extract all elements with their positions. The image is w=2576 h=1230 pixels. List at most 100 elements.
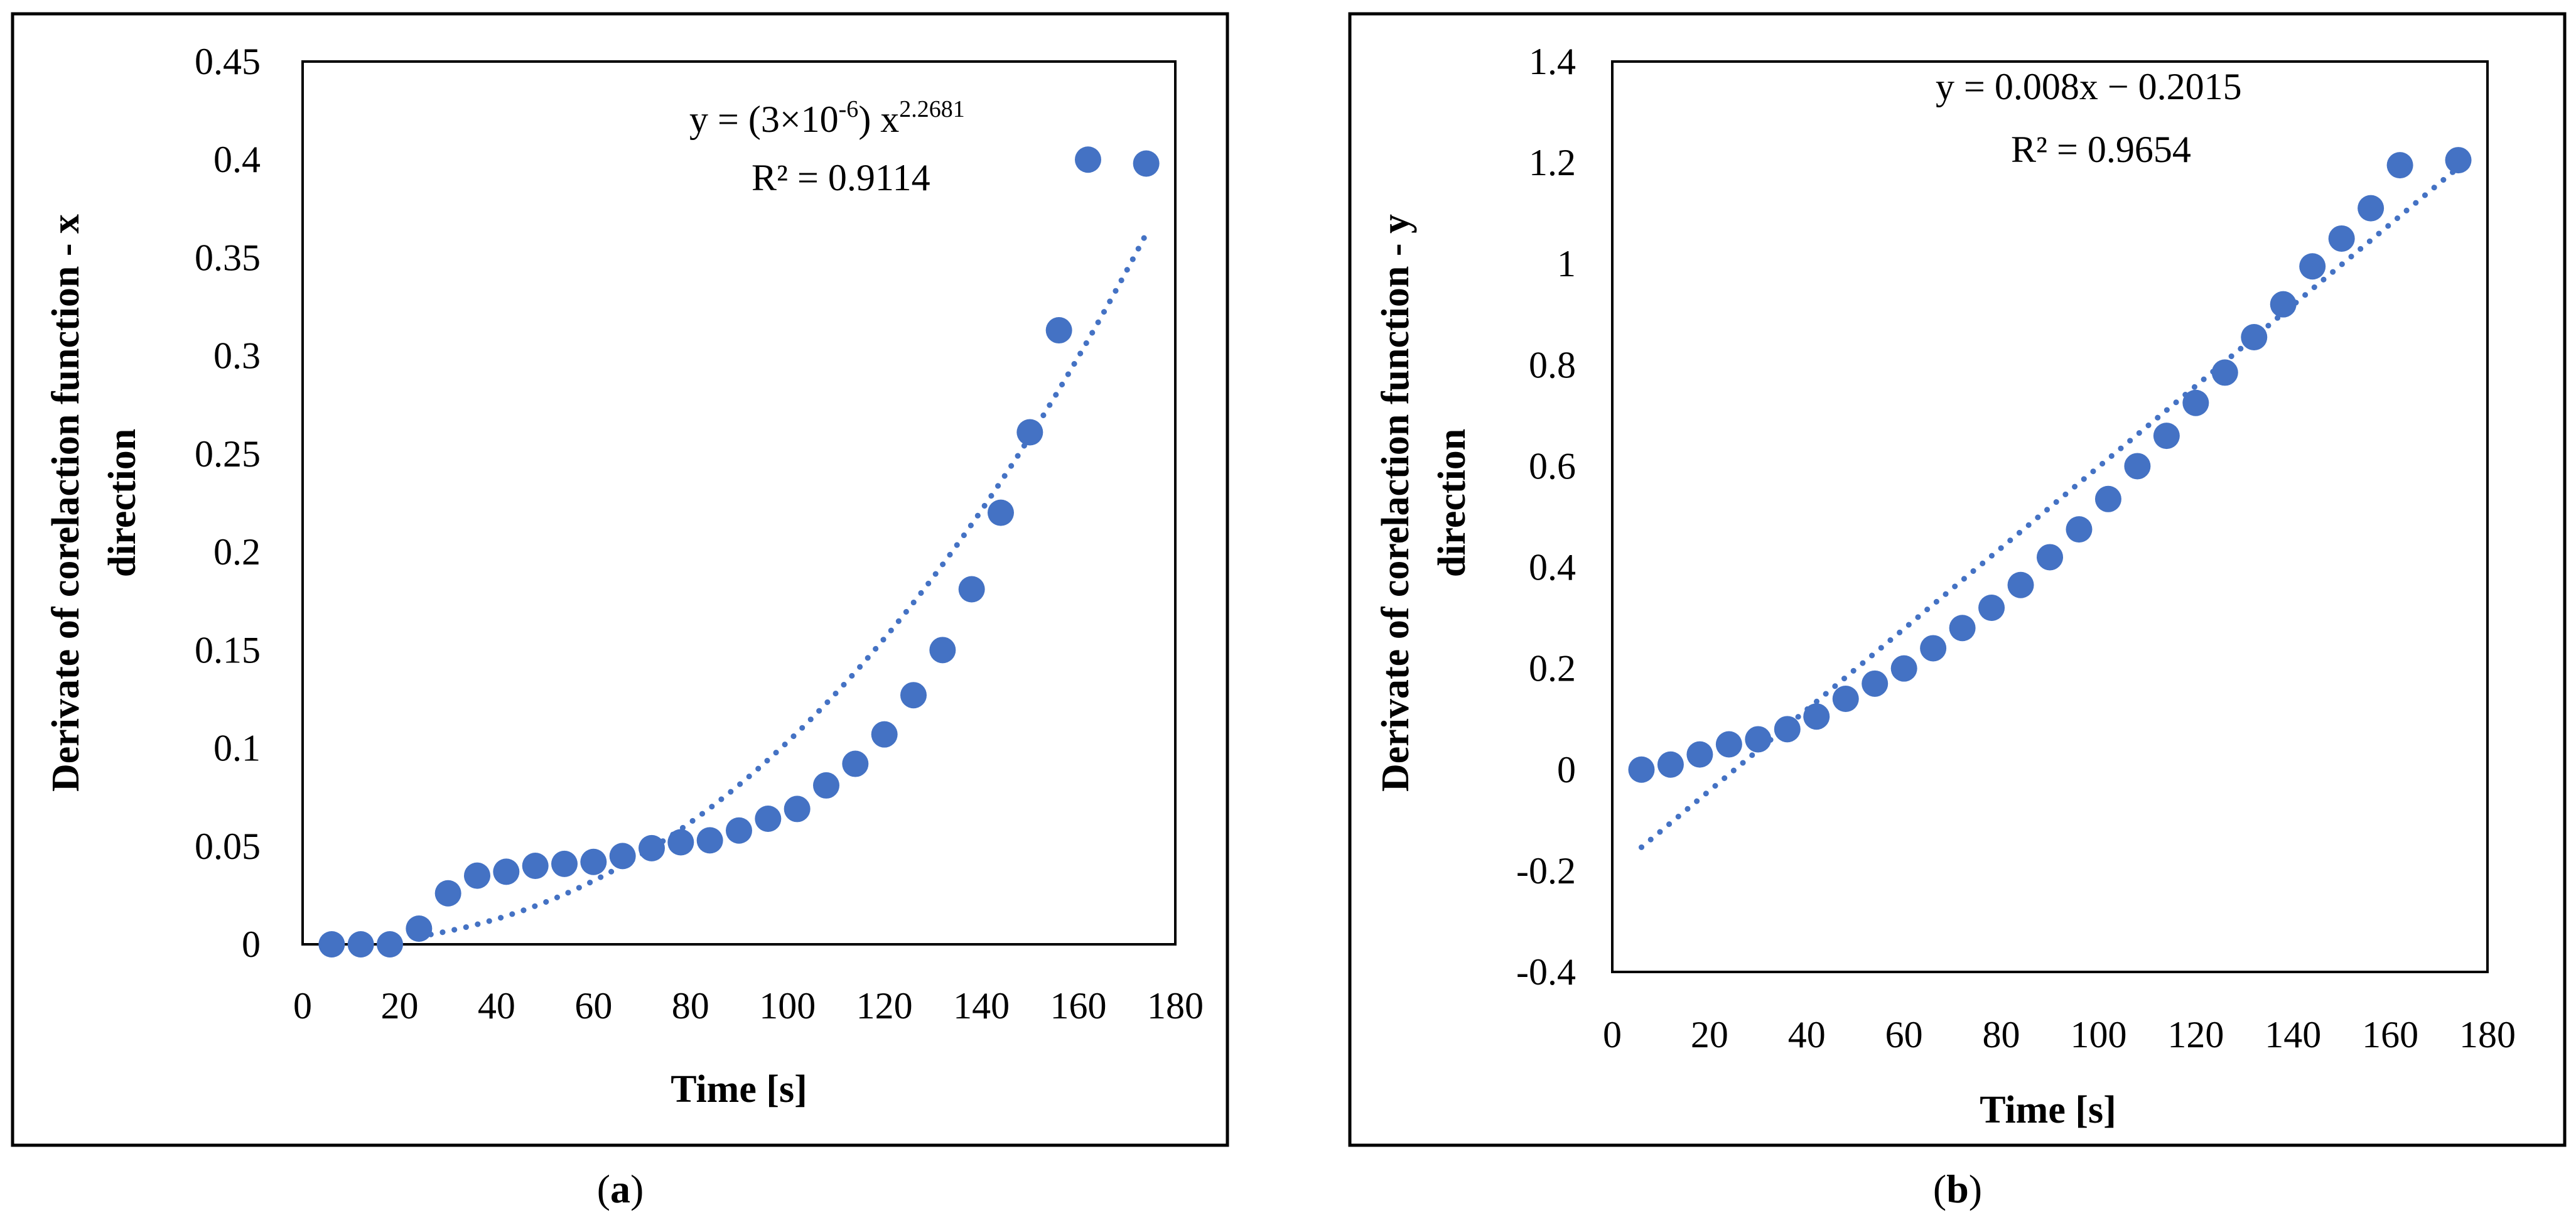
panel-a-plot-area	[301, 60, 1177, 946]
y-tick-label: 0	[1557, 749, 1576, 790]
data-point	[2241, 324, 2268, 351]
y-tick-label: 0.4	[213, 139, 261, 180]
x-tick-label: 180	[2459, 1014, 2516, 1055]
panel-b-y-axis-title: Derivate of corelaction function - y dir…	[1374, 214, 1474, 792]
data-point	[377, 931, 403, 958]
data-point	[2270, 291, 2297, 318]
data-point	[318, 931, 345, 958]
panel-a-y-axis-title: Derivate of corelaction function - x dir…	[45, 214, 144, 792]
data-point	[900, 682, 927, 709]
x-tick-label: 140	[953, 985, 1010, 1027]
panel-b-frame	[1348, 12, 2567, 1147]
data-point	[2182, 389, 2209, 416]
y-tick-label: 0.6	[1529, 445, 1576, 487]
data-point	[988, 499, 1014, 526]
data-point	[2037, 544, 2063, 571]
y-tick-label: 1.2	[1529, 142, 1576, 183]
data-point	[2153, 423, 2180, 450]
x-tick-label: 20	[1691, 1014, 1728, 1055]
panel-b: 0 20 40 60 80 100 120 140 160 180 -0.4 -0.2 0 0.2 0.4…	[1348, 12, 2567, 1211]
data-point	[347, 931, 374, 958]
y-tick-label: 0.25	[195, 433, 261, 475]
data-point	[2094, 485, 2121, 512]
x-tick-label: 80	[1983, 1014, 2020, 1055]
panel-b-x-ticks: 0 20 40 60 80 100 120 140 160 180	[1603, 1014, 2516, 1055]
panel-a-equation: y = (3×10-6) x2.2681	[689, 96, 965, 140]
y-tick-label: 0.45	[195, 41, 261, 82]
panel-a-frame	[11, 12, 1229, 1147]
data-point	[696, 827, 723, 854]
panel-a-data-points	[318, 146, 1160, 958]
x-tick-label: 120	[856, 985, 913, 1027]
panel-b-x-axis-title: Time [s]	[1980, 1089, 2116, 1131]
data-point	[1862, 670, 1889, 697]
data-point	[842, 750, 869, 777]
data-point	[2445, 147, 2472, 174]
y-tick-label: 0.8	[1529, 344, 1576, 386]
data-point	[1949, 615, 1976, 642]
data-point	[639, 834, 665, 861]
x-tick-label: 0	[1603, 1014, 1622, 1055]
data-point	[2358, 195, 2385, 222]
panel-b-y-ticks: -0.4 -0.2 0 0.2 0.4 0.6 0.8 1 1.2 1.4	[1516, 41, 1576, 993]
x-tick-label: 160	[1050, 985, 1107, 1027]
data-point	[551, 850, 578, 877]
y-tick-label: 0.3	[213, 335, 261, 377]
data-point	[958, 576, 985, 603]
data-point	[1745, 726, 1772, 753]
panel-a-x-axis-title: Time [s]	[671, 1068, 807, 1111]
data-point	[1890, 655, 1917, 682]
data-point	[1075, 146, 1101, 173]
data-point	[2386, 152, 2413, 179]
panel-a-trendline	[416, 230, 1150, 939]
x-tick-label: 40	[1788, 1014, 1826, 1055]
y-tick-label: 0.05	[195, 826, 261, 867]
data-point	[609, 843, 636, 870]
x-tick-label: 60	[574, 985, 612, 1027]
panel-b-y-axis-title-line1: Derivate of corelaction function - y	[1374, 214, 1417, 792]
data-point	[1803, 703, 1830, 730]
x-tick-label: 120	[2167, 1014, 2224, 1055]
x-tick-label: 100	[2070, 1014, 2126, 1055]
data-point	[1978, 595, 2005, 621]
panel-a-y-axis-title-line1: Derivate of corelaction function - x	[45, 214, 87, 792]
data-point	[667, 829, 694, 856]
panel-b-y-axis-title-line2: direction	[1431, 429, 1474, 578]
x-tick-label: 140	[2265, 1014, 2321, 1055]
panel-a-caption: (a)	[597, 1167, 644, 1211]
panel-a-y-ticks: 0 0.05 0.1 0.15 0.2 0.25 0.3 0.35 0.4 0.45	[195, 41, 261, 965]
data-point	[1715, 731, 1742, 758]
y-tick-label: 1	[1557, 243, 1576, 284]
data-point	[929, 637, 956, 664]
y-tick-label: 0.15	[195, 629, 261, 671]
data-point	[580, 848, 607, 875]
y-tick-label: 0.2	[213, 531, 261, 573]
data-point	[2211, 359, 2238, 386]
data-point	[2328, 225, 2355, 252]
y-tick-label: 0.1	[213, 728, 261, 769]
data-point	[1045, 317, 1072, 344]
x-tick-label: 80	[672, 985, 709, 1027]
panel-b-caption: (b)	[1933, 1167, 1982, 1211]
data-point	[2299, 253, 2326, 280]
data-point	[1774, 716, 1801, 743]
panel-b-r2: R² = 0.9654	[2011, 129, 2191, 170]
data-point	[2066, 516, 2093, 543]
y-tick-label: -0.2	[1516, 850, 1576, 892]
x-tick-label: 40	[478, 985, 515, 1027]
data-point	[522, 853, 549, 880]
data-point	[1628, 756, 1655, 783]
y-tick-label: 0	[242, 924, 261, 965]
data-point	[813, 772, 839, 799]
data-point	[1920, 635, 1947, 662]
data-point	[755, 806, 782, 833]
panel-a-y-axis-title-line2: direction	[101, 429, 144, 578]
data-point	[1686, 741, 1713, 768]
y-tick-label: -0.4	[1516, 951, 1576, 993]
data-point	[406, 915, 433, 942]
x-tick-label: 100	[759, 985, 816, 1027]
panel-b-data-points	[1628, 147, 2472, 783]
y-tick-label: 1.4	[1529, 41, 1576, 82]
data-point	[1133, 150, 1160, 177]
